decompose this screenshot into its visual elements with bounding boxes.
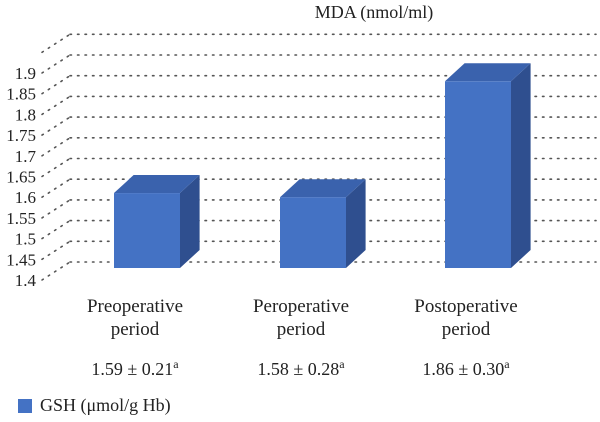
- gridline-wall: [41, 137, 71, 157]
- legend-swatch: [18, 398, 32, 413]
- gridline-wall: [41, 219, 71, 240]
- bar: [280, 179, 366, 268]
- bar-top-face: [114, 175, 200, 194]
- bar-side-face: [511, 63, 531, 268]
- chart-title: MDA (nmol/ml): [315, 2, 434, 23]
- gridline-wall: [41, 157, 71, 178]
- x-axis-category-labels: Preoperative period Peroperative period Post…: [87, 296, 518, 340]
- gridline-wall: [41, 178, 71, 198]
- chart-legend: GSH (μmol/g Hb): [18, 395, 171, 416]
- y-tick-label: 1.65: [6, 168, 36, 187]
- bar-side-face: [346, 179, 366, 268]
- bar-front-face: [445, 81, 511, 268]
- y-axis-tick-labels: 1.4 1.451.5 1.55 1.61.65 1.7 1.75 1.81.85 1.9: [6, 64, 36, 290]
- y-tick-label: 1.9: [15, 64, 36, 83]
- gridline-wall: [41, 116, 71, 136]
- bar-top-face: [280, 179, 366, 198]
- gridline-wall: [41, 199, 71, 219]
- gridline-wall: [41, 33, 71, 54]
- y-tick-label: 1.4: [15, 271, 37, 290]
- y-tick-label: 1.85: [6, 85, 36, 104]
- bar-annotations: 1.59 ± 0.21a 1.58 ± 0.28a 1.86 ± 0.30a: [91, 357, 510, 379]
- y-tick-label: 1.45: [6, 250, 36, 269]
- category-label: Preoperative period: [87, 296, 183, 340]
- bar-annotation: 1.58 ± 0.28a: [257, 357, 345, 379]
- y-tick-label: 1.7: [15, 147, 37, 166]
- bar: [114, 175, 200, 268]
- gridline-wall: [41, 54, 71, 74]
- bar-front-face: [114, 193, 180, 268]
- y-tick-label: 1.8: [15, 105, 36, 124]
- bar-side-face: [180, 175, 200, 268]
- chart-bars: [114, 63, 531, 268]
- bar-front-face: [280, 197, 346, 268]
- bar-top-face: [445, 63, 531, 82]
- y-tick-label: 1.55: [6, 209, 36, 228]
- bar: [445, 63, 531, 268]
- gridline-wall: [41, 240, 71, 261]
- category-label: Peroperative period: [253, 296, 349, 340]
- legend-label: GSH (μmol/g Hb): [40, 395, 171, 415]
- y-tick-label: 1.6: [15, 188, 36, 207]
- y-tick-label: 1.75: [6, 126, 36, 145]
- gridline-wall: [41, 95, 71, 116]
- category-label: Postoperative period: [414, 296, 517, 340]
- gridline-wall: [41, 74, 71, 95]
- gridline-wall: [41, 261, 71, 281]
- y-tick-label: 1.5: [15, 230, 36, 249]
- bar-annotation: 1.86 ± 0.30a: [422, 357, 510, 379]
- bar-annotation: 1.59 ± 0.21a: [91, 357, 179, 379]
